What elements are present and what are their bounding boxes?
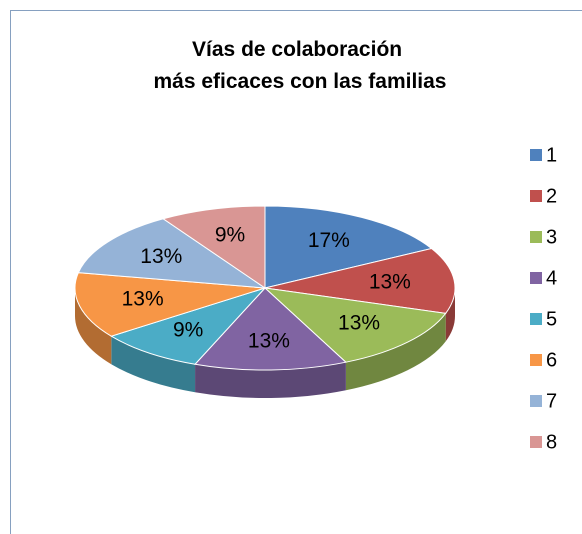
legend-label: 6 [546, 349, 557, 371]
legend-label: 1 [546, 144, 557, 166]
legend-swatch [530, 272, 542, 284]
legend-swatch [530, 354, 542, 366]
data-label: 9% [215, 224, 245, 247]
legend-label: 5 [546, 308, 557, 330]
slice-side [111, 336, 196, 393]
title-line: más eficaces con las familias [153, 70, 446, 93]
slice [162, 205, 266, 289]
data-label: 13% [369, 270, 411, 293]
legend-swatch [530, 190, 542, 202]
slice [264, 247, 456, 314]
legend-swatch [530, 231, 542, 243]
legend-swatch [530, 313, 542, 325]
data-label: 13% [122, 287, 164, 310]
slice-side [75, 288, 112, 365]
title-line: Vías de colaboración [192, 38, 402, 61]
legend-swatch [530, 149, 542, 161]
slice [264, 205, 433, 289]
data-label: 13% [338, 311, 380, 334]
chart-title: Vías de colaboración más eficaces con la… [153, 38, 446, 93]
legend-label: 8 [546, 431, 557, 453]
legend-swatch [530, 395, 542, 407]
data-label: 13% [140, 245, 182, 268]
data-label: 9% [173, 318, 203, 341]
legend-label: 4 [546, 267, 557, 289]
slice [194, 287, 347, 371]
slice-side [345, 313, 446, 391]
data-label: 13% [248, 330, 290, 353]
data-label: 17% [308, 229, 350, 252]
legend-swatch [530, 436, 542, 448]
slice-side [195, 362, 346, 398]
legend-label: 3 [546, 226, 557, 248]
legend-label: 2 [546, 185, 557, 207]
slice [263, 287, 447, 363]
slice [110, 286, 267, 365]
slice [77, 218, 267, 289]
slice [74, 272, 266, 337]
legend-label: 7 [546, 390, 557, 412]
